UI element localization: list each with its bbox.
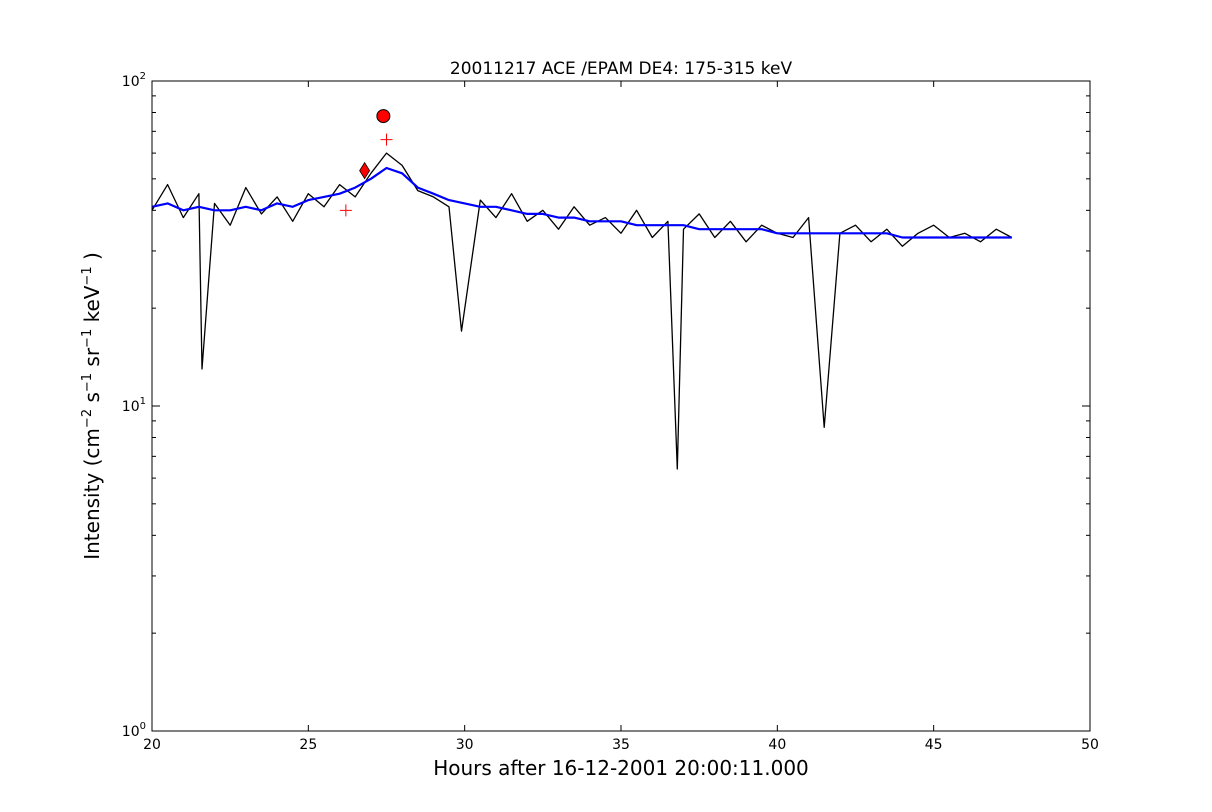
marker-layer	[339, 109, 393, 217]
x-tick-label: 20	[143, 737, 161, 753]
x-axis-label: Hours after 16-12-2001 20:00:11.000	[433, 756, 809, 780]
series-line-2	[151, 166, 1012, 239]
x-tick-label: 25	[299, 737, 317, 753]
y-tick-label: 100	[122, 721, 146, 740]
y-tick-label: 102	[122, 71, 146, 90]
marker-diamond	[359, 161, 371, 180]
y-axis-label: Intensity (cm−2 s−1 sr−1 keV−1 )	[80, 252, 104, 560]
chart-title: 20011217 ACE /EPAM DE4: 175-315 keV	[450, 59, 793, 79]
series-layer	[151, 152, 1013, 470]
marker-plus-4	[380, 133, 393, 146]
marker-plus-3	[339, 204, 352, 217]
x-tick-label: 50	[1081, 737, 1099, 753]
marker-circle	[376, 109, 391, 124]
y-tick-label: 101	[122, 396, 146, 415]
x-tick-label: 40	[768, 737, 786, 753]
plot-frame	[151, 80, 1091, 732]
x-tick-label: 45	[925, 737, 943, 753]
x-tick-label: 30	[456, 737, 474, 753]
x-tick-label: 35	[612, 737, 630, 753]
